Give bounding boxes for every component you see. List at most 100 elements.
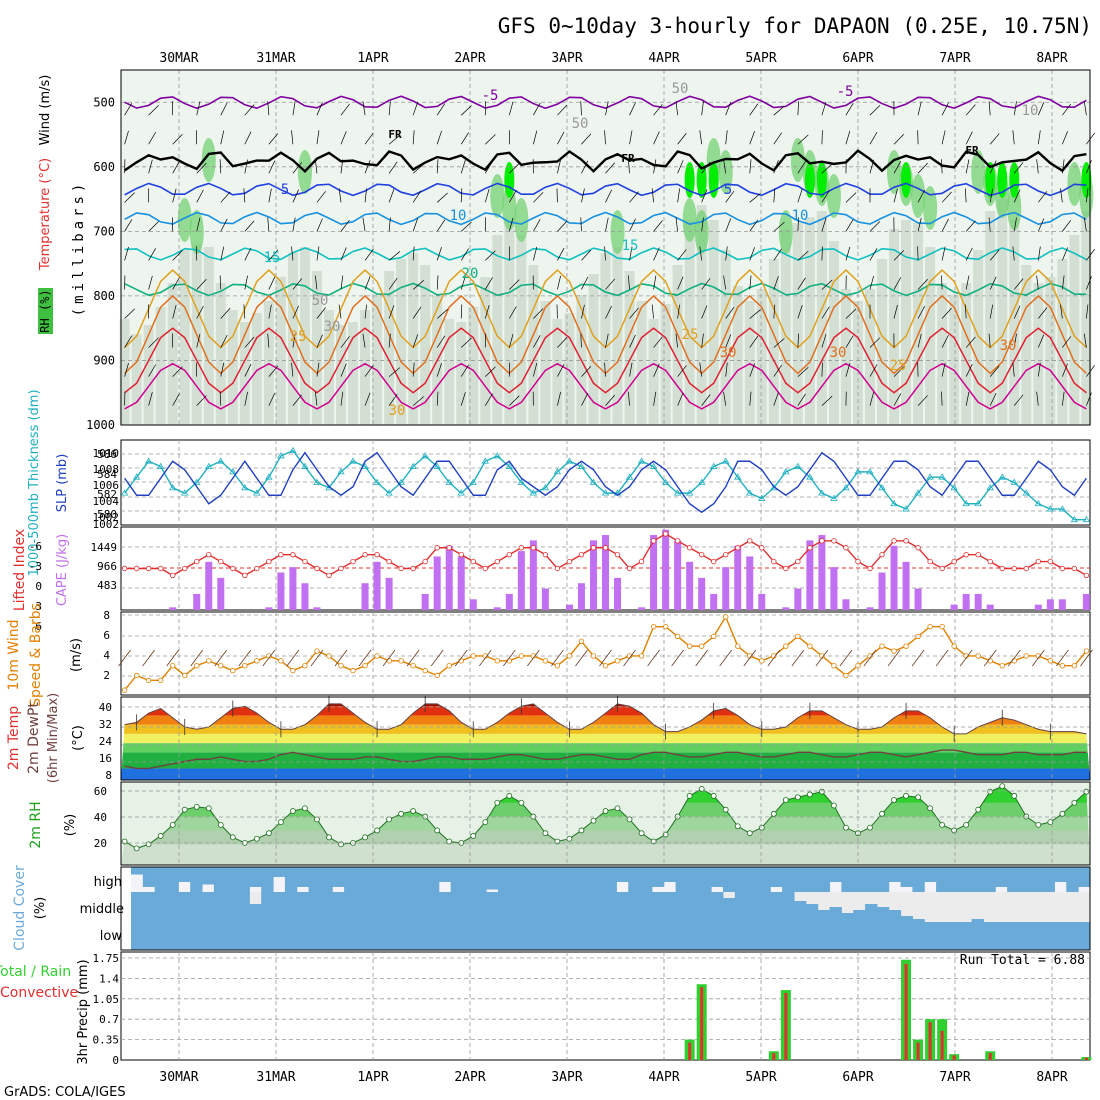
contour-label: FR xyxy=(621,152,635,165)
cloud-high-bar xyxy=(912,867,925,892)
cape-bar xyxy=(710,593,718,610)
wind10m-barb xyxy=(478,649,492,667)
thickness-line-point xyxy=(914,489,922,496)
wind-barb xyxy=(244,336,255,348)
rh-moist-area xyxy=(189,210,204,254)
pressure-tick: 800 xyxy=(93,289,115,303)
rh2m-point xyxy=(470,833,477,839)
rh2m-point xyxy=(542,830,549,837)
wind10m-speed-line-point xyxy=(566,653,573,659)
lifted-index-tick: -3 xyxy=(29,560,42,573)
wind-barb xyxy=(460,364,469,377)
slp-tick: 1002 xyxy=(93,511,120,524)
cape-bar xyxy=(830,567,838,610)
wind-barb xyxy=(1013,217,1017,232)
wind-barb xyxy=(436,103,446,116)
temp2m-tick: 40 xyxy=(99,701,112,714)
cape-bar xyxy=(638,607,646,610)
thickness-line-point xyxy=(806,473,814,480)
wind10m-speed-line-point xyxy=(422,667,428,674)
wind-barb xyxy=(460,188,463,203)
lifted-index-line-point xyxy=(350,558,356,565)
isotherm-line xyxy=(124,247,1087,261)
wind-barb xyxy=(581,365,592,377)
cloud-mid-bar xyxy=(557,892,570,922)
cape-bar xyxy=(469,599,477,610)
rh-saturated-area xyxy=(901,162,912,198)
rh2m-point xyxy=(698,786,705,792)
lifted-index-line-point xyxy=(614,551,621,558)
thickness-line-point xyxy=(541,484,550,491)
wind10m-barb xyxy=(671,649,684,667)
wind-barb xyxy=(797,393,806,406)
wind10m-tick: 2 xyxy=(103,669,110,682)
wind-barb xyxy=(1038,191,1048,203)
cloud-high-bar xyxy=(865,867,878,892)
wind-barb xyxy=(557,159,561,174)
wind10m-barb xyxy=(286,649,300,667)
cloud-high-bar xyxy=(474,867,487,892)
thickness-line-point xyxy=(794,462,802,469)
rh-moist-area xyxy=(1007,186,1022,230)
rh2m-point xyxy=(193,804,200,810)
wind-barb xyxy=(1083,333,1087,348)
rh2m-point xyxy=(626,816,633,823)
rh-shading xyxy=(119,319,130,425)
cloud-high-bar xyxy=(758,867,771,892)
date-label-bottom: 4APR xyxy=(648,1070,679,1085)
contour-label: 10 xyxy=(450,208,467,224)
wind-barb xyxy=(436,308,448,319)
cloud-mid-bar xyxy=(912,919,925,922)
wind10m-tick: 8 xyxy=(103,609,110,622)
rh-moist-area xyxy=(694,210,709,254)
wind-barb xyxy=(941,159,943,174)
wind10m-speed-line-point xyxy=(254,658,260,664)
wind-barb xyxy=(388,217,391,232)
wind-barb xyxy=(965,220,976,232)
precip-conv-bar xyxy=(784,992,788,1060)
wind-barb xyxy=(581,393,589,406)
wind10m-speed-line-point xyxy=(987,658,993,664)
temp-color-band xyxy=(121,733,1090,744)
wind10m-speed-line-point xyxy=(807,643,813,649)
wind10m-speed-line-point xyxy=(230,667,236,674)
rh2m-point xyxy=(1011,792,1018,799)
cloud-mid-bar xyxy=(474,892,487,922)
rh-shading xyxy=(408,253,419,425)
minmax-axis-label: (6hr Min/Max) xyxy=(46,693,61,783)
cloud-mid-bar xyxy=(344,892,357,922)
lifted-index-line-point xyxy=(422,558,428,565)
rh-shading xyxy=(901,220,912,425)
wind-barb xyxy=(869,248,878,261)
wind-barb xyxy=(509,279,520,290)
wind-barb xyxy=(388,161,398,174)
cloud-high-bar xyxy=(1030,867,1044,892)
thickness-line-point xyxy=(229,468,237,475)
cape-bar xyxy=(986,604,994,610)
thickness-line-point xyxy=(637,457,646,464)
wind10m-barb xyxy=(358,649,372,667)
wind-barb xyxy=(148,364,157,377)
wind10m-speed-line-point xyxy=(434,672,440,679)
cloud-high-bar xyxy=(332,867,345,887)
cape-bar xyxy=(662,529,670,610)
date-label-bottom: 1APR xyxy=(357,1070,388,1085)
wind-barb xyxy=(941,246,946,261)
cloud-high-bar xyxy=(1007,867,1020,892)
lifted-index-tick: 0 xyxy=(35,580,42,593)
thickness-line-point xyxy=(1070,515,1079,523)
pressure-tick: 1000 xyxy=(86,418,115,432)
lifted-index-line-point xyxy=(242,572,248,579)
rh2m-point xyxy=(1071,799,1078,806)
wind-barb xyxy=(460,159,466,174)
thickness-line-point xyxy=(289,446,297,454)
rh2m-point xyxy=(903,792,909,799)
wind-barb xyxy=(869,364,878,377)
precip-total-legend: Total / Rain xyxy=(0,964,71,980)
cloud-mid-bar xyxy=(415,892,428,922)
contour-label: 50 xyxy=(572,116,589,132)
wind-barb xyxy=(725,218,732,232)
wind-barb xyxy=(196,189,204,203)
slp-tick: 1010 xyxy=(93,447,120,460)
lifted-index-line-point xyxy=(374,551,380,558)
